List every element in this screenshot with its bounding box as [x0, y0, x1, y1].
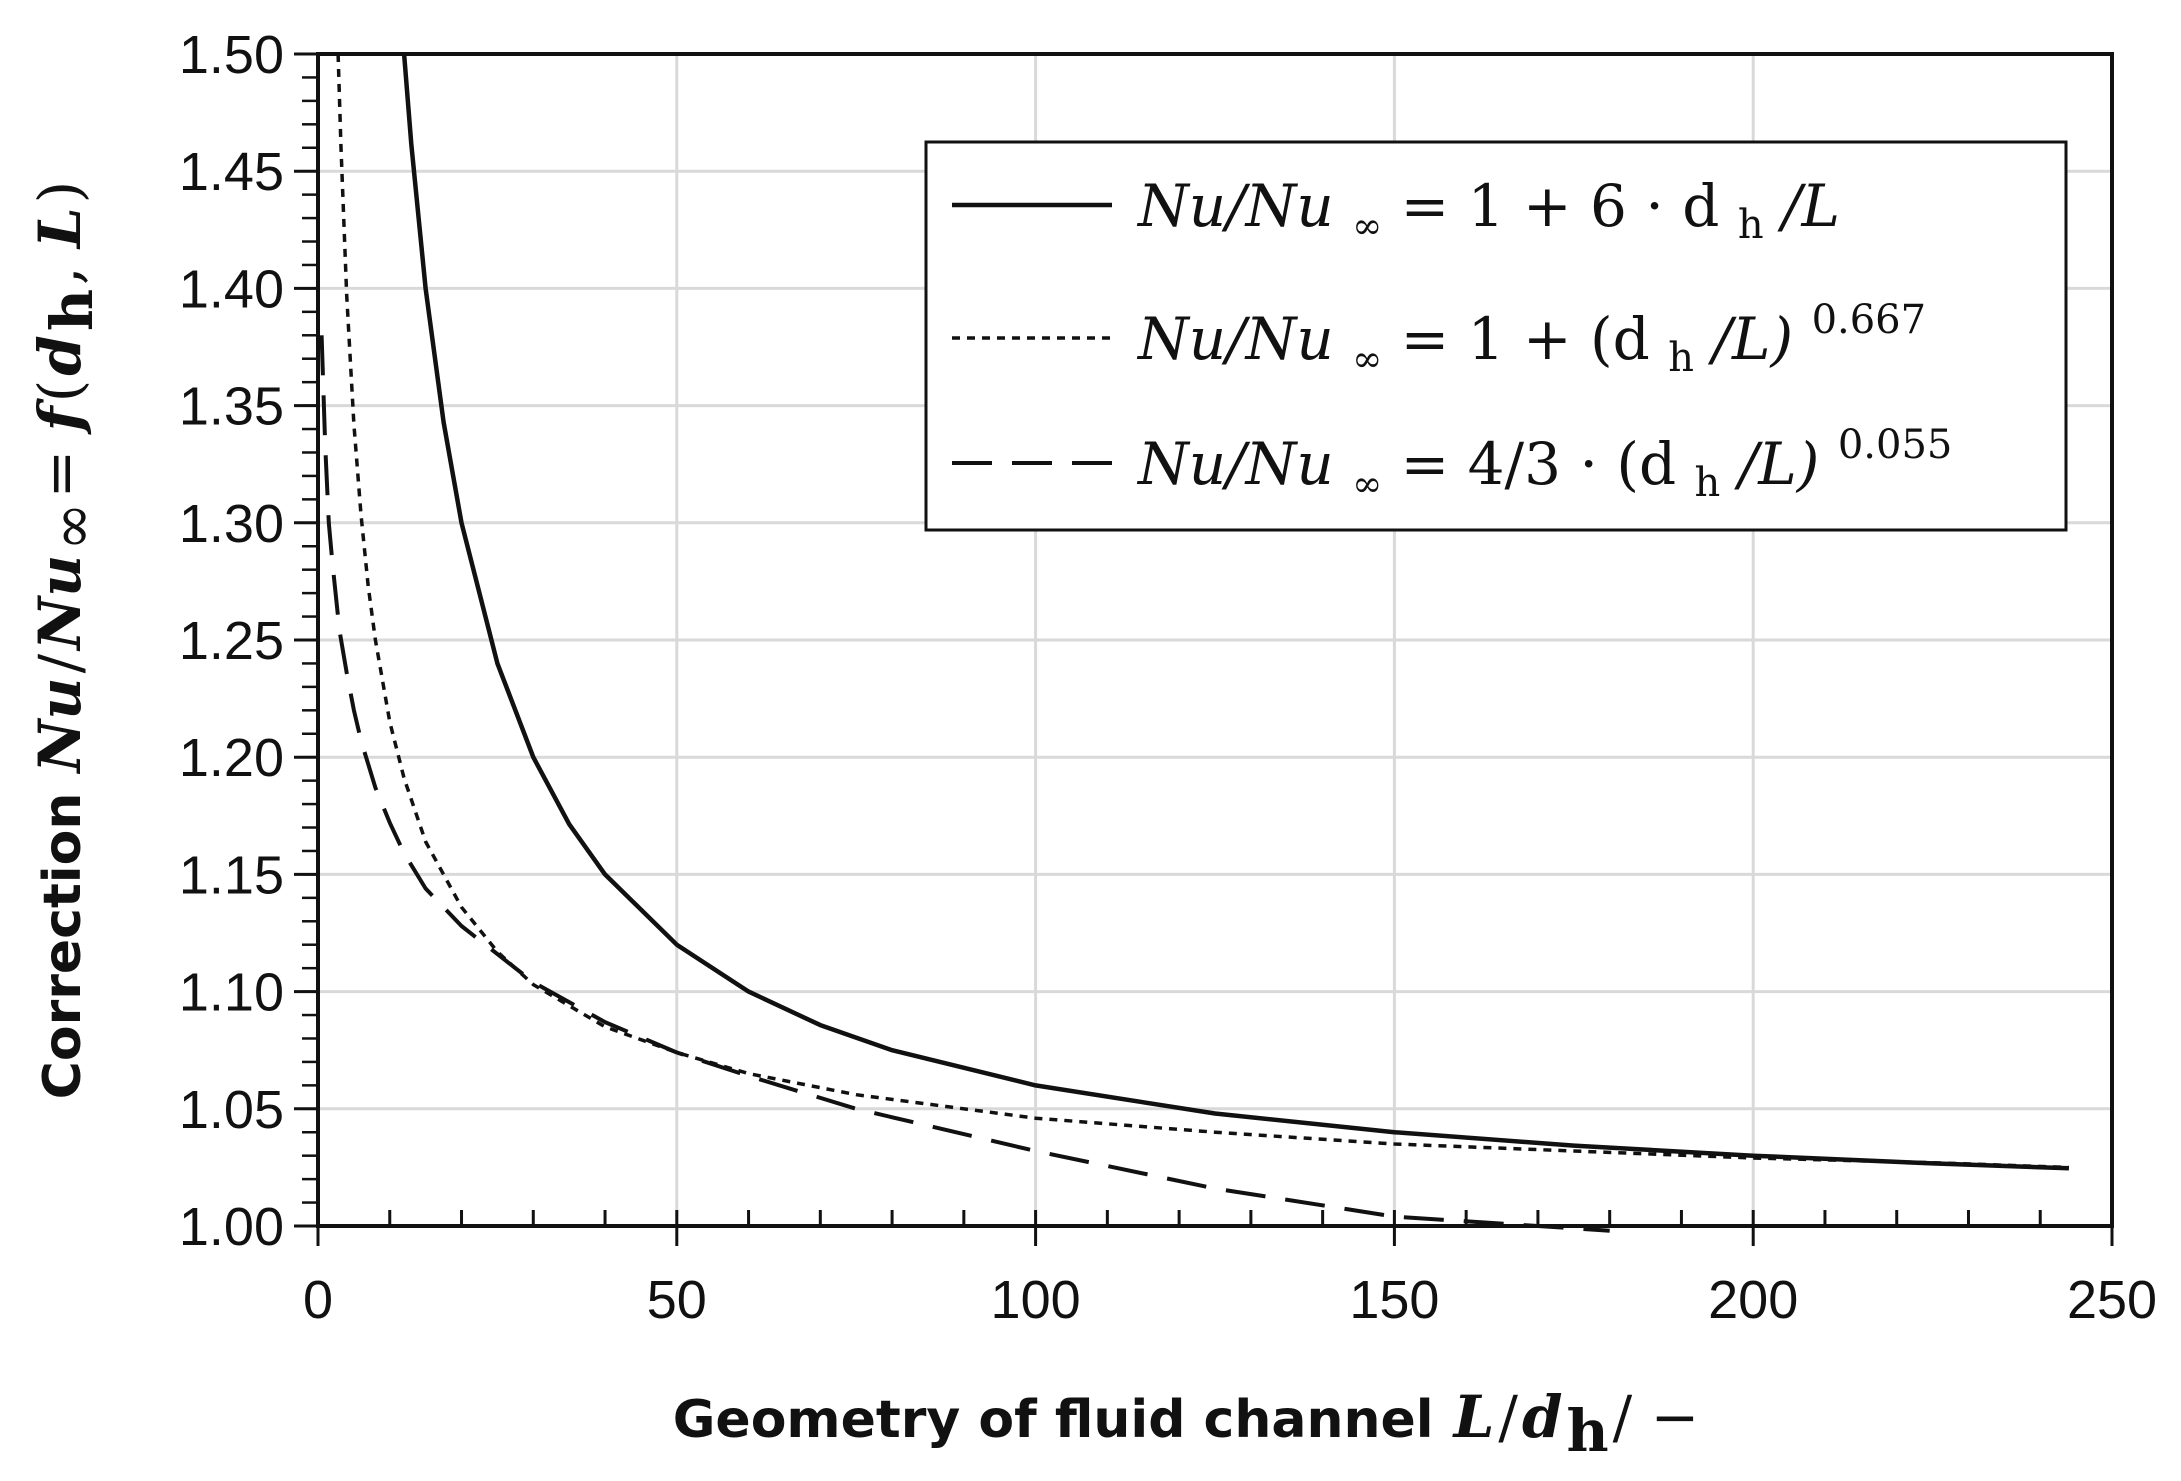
y-axis-math-L: L: [26, 207, 94, 250]
legend-s3-inf: ∞: [1352, 464, 1382, 505]
x-tick-label-1: 50: [647, 1270, 707, 1330]
y-axis-math-sub: h: [38, 289, 106, 331]
y-tick-label-2: 1.10: [179, 963, 284, 1023]
legend-s2-sub: h: [1668, 335, 1694, 381]
x-tick-label-5: 250: [2067, 1270, 2157, 1330]
legend-s3-rhs: = 4/3 · (d: [1401, 430, 1676, 498]
y-tick-label-9: 1.45: [179, 142, 284, 202]
legend-s2-inf: ∞: [1352, 339, 1382, 380]
legend-s1-sub: h: [1738, 202, 1764, 248]
legend-s3-sub: h: [1695, 460, 1721, 506]
x-axis-math-suffix: / −: [1613, 1383, 1700, 1451]
y-tick-label-8: 1.40: [179, 259, 284, 319]
x-tick-label-4: 200: [1708, 1270, 1798, 1330]
y-axis-math-eq: =: [26, 431, 94, 498]
y-axis-math-Nu: Nu: [26, 677, 94, 774]
x-axis-math-slash: /: [1498, 1383, 1518, 1451]
y-axis-title: Correction Nu / Nu ∞ = f ( d h , L ): [26, 181, 106, 1100]
y-tick-label-1: 1.05: [179, 1080, 284, 1140]
x-axis-math-sub: h: [1567, 1397, 1609, 1465]
legend-s2-lhs: Nu/Nu: [1136, 305, 1334, 373]
y-tick-label-6: 1.30: [179, 494, 284, 554]
y-axis-math-slash: /: [26, 653, 94, 673]
series-lines: [319, 53, 2069, 1233]
legend-label-s1: Nu/Nu ∞ = 1 + 6 · d h /L: [1136, 172, 1840, 252]
y-axis-math-Nu2: Nu: [26, 555, 94, 652]
y-tick-label-5: 1.25: [179, 611, 284, 671]
legend: Nu/Nu ∞ = 1 + 6 · d h /L Nu/Nu ∞ = 1 + (…: [924, 140, 2068, 532]
legend-s2-rhs: = 1 + (d: [1401, 305, 1650, 373]
y-tick-labels: 1.00 1.05 1.10 1.15 1.20 1.25 1.30 1.35 1.40 1.45…: [179, 25, 284, 1257]
y-axis-title-text: Correction: [33, 793, 93, 1100]
x-tick-label-2: 100: [991, 1270, 1081, 1330]
x-tick-labels: 0 50 100 150 200 250: [303, 1270, 2157, 1330]
x-tick-label-3: 150: [1349, 1270, 1439, 1330]
legend-box: [924, 140, 2068, 532]
legend-label-s3: Nu/Nu ∞ = 4/3 · (d h /L) 0.055: [1136, 422, 1952, 510]
y-axis-math-open: (: [26, 380, 94, 403]
legend-s3-lhs: Nu/Nu: [1136, 430, 1334, 498]
legend-s2-tail: /L): [1707, 305, 1793, 373]
legend-s1-rhs: = 1 + 6 · d: [1401, 172, 1720, 240]
y-axis-math-inf: ∞: [38, 502, 106, 550]
legend-s1-inf: ∞: [1352, 206, 1382, 247]
x-axis-title-text: Geometry of fluid channel: [673, 1390, 1434, 1450]
x-axis-title: Geometry of fluid channel L / d h / −: [673, 1383, 1700, 1465]
y-tick-label-7: 1.35: [179, 377, 284, 437]
y-axis-math-close: ): [26, 181, 94, 204]
series-line-s1: [401, 53, 2069, 1171]
legend-label-s2: Nu/Nu ∞ = 1 + (d h /L) 0.667: [1136, 297, 1926, 385]
legend-s2-sup: 0.667: [1812, 297, 1927, 343]
legend-s3-sup: 0.055: [1838, 422, 1953, 468]
x-axis-math-d: d: [1522, 1383, 1563, 1451]
y-tick-label-0: 1.00: [179, 1197, 284, 1257]
plot-frame: [316, 52, 2114, 1228]
legend-s1-tail: /L: [1777, 172, 1840, 240]
y-axis-math-d: d: [26, 335, 94, 376]
x-axis-math-L: L: [1452, 1383, 1495, 1451]
minor-ticks: [294, 52, 2114, 1246]
y-axis-title-group: Correction Nu / Nu ∞ = f ( d h , L ): [26, 181, 106, 1100]
y-tick-label-4: 1.20: [179, 728, 284, 788]
legend-s1-lhs: Nu/Nu: [1136, 172, 1334, 240]
x-tick-label-0: 0: [303, 1270, 333, 1330]
series-line-s3: [319, 335, 1610, 1233]
legend-s3-tail: /L): [1734, 430, 1820, 498]
y-axis-math-comma: ,: [26, 248, 94, 285]
y-tick-label-3: 1.15: [179, 845, 284, 905]
y-tick-label-10: 1.50: [179, 25, 284, 85]
